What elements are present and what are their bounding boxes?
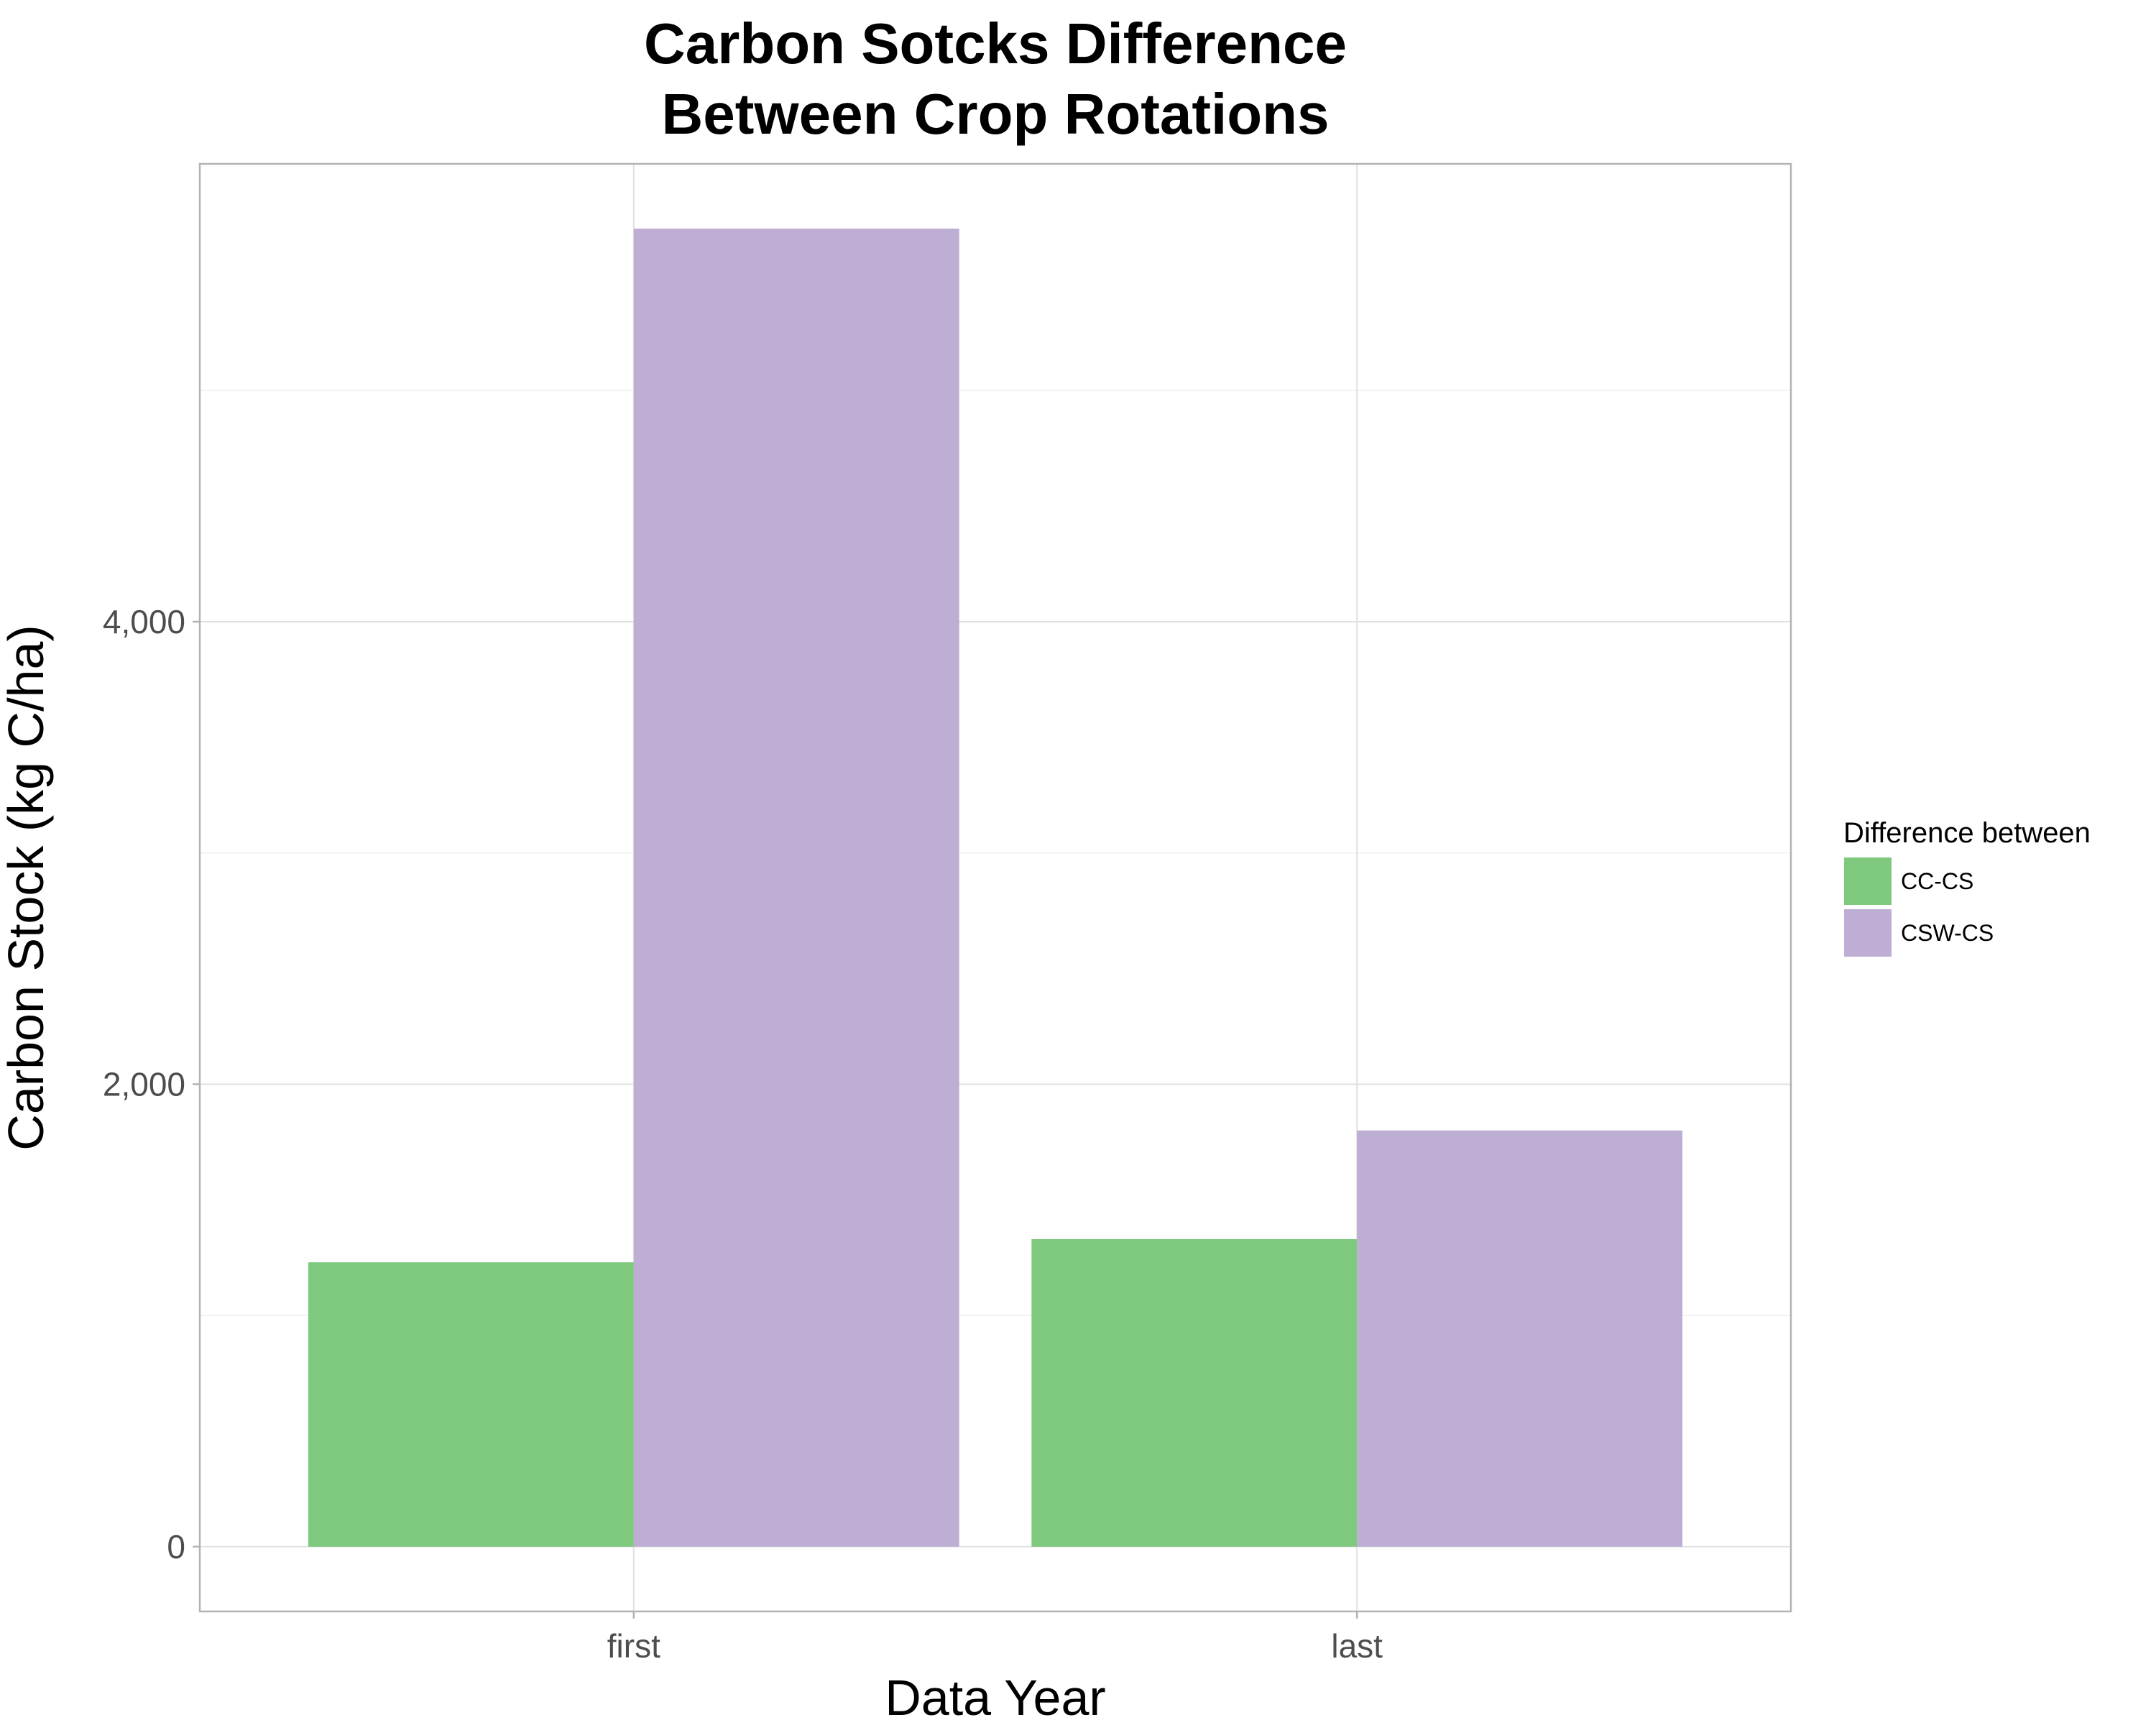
x-tick-label: last [1331,1627,1383,1665]
x-tick-label: first [607,1627,660,1665]
bar-csw-cs-last [1357,1130,1683,1547]
legend-label-csw-cs: CSW-CS [1901,920,1994,946]
plot-panel-border [198,162,1792,1613]
y-tick-label: 4,000 [103,603,185,640]
y-axis-title: Carbon Stock (kg C/ha) [0,625,54,1150]
legend-title: Difference between [1843,817,2091,849]
bars [308,229,1683,1547]
legend: Difference between CC-CS CSW-CS [1843,817,2091,957]
y-tick-label: 2,000 [103,1065,185,1103]
y-tick-label: 0 [167,1528,185,1565]
legend-label-cc-cs: CC-CS [1901,868,1973,894]
chart-title-line-1: Carbon Sotcks Difference [644,12,1347,75]
bar-csw-cs-first [633,229,959,1547]
x-axis-title: Data Year [885,1670,1105,1725]
legend-key-csw-cs [1844,909,1892,957]
axis-ticks: 0 2,000 4,000 first last [103,603,1383,1665]
bar-cc-cs-first [308,1262,634,1547]
bar-cc-cs-last [1031,1239,1358,1547]
chart-title-line-2: Between Crop Rotations [662,82,1330,146]
legend-key-cc-cs [1844,857,1892,905]
